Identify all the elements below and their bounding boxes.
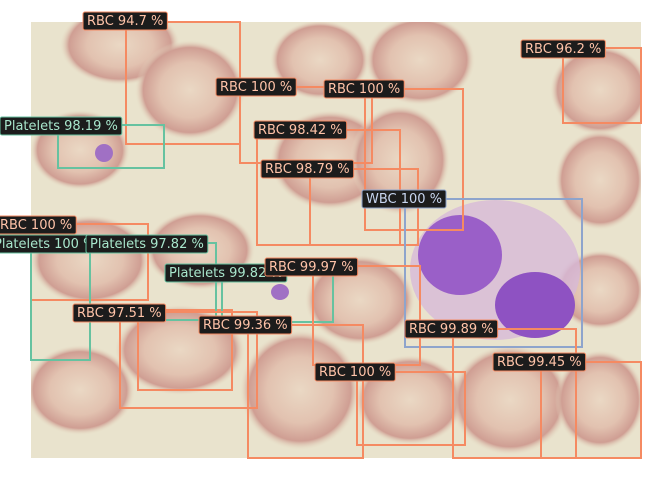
bounding-box xyxy=(452,328,577,459)
label-background xyxy=(72,303,167,323)
detection-label: RBC 96.2 % xyxy=(525,42,601,57)
label-background xyxy=(82,11,168,31)
label-background xyxy=(264,257,359,277)
label-background xyxy=(215,77,297,97)
detection-label: Platelets 97.82 % xyxy=(90,237,204,252)
detection-label: RBC 99.97 % xyxy=(269,260,354,275)
bounding-box xyxy=(247,324,364,459)
detection-label: RBC 94.7 % xyxy=(87,14,163,29)
label-background xyxy=(314,362,396,382)
bounding-box xyxy=(356,371,466,446)
detection-label: RBC 100 % xyxy=(0,218,72,233)
label-background xyxy=(404,319,499,339)
label-background xyxy=(492,352,587,372)
bounding-box xyxy=(540,361,642,459)
detection-label: Platelets 98.19 % xyxy=(4,119,118,134)
detections: RBC 94.7 % RBC 96.2 % RBC 100 % RBC 100 % Pl… xyxy=(0,11,642,459)
label-background xyxy=(323,79,405,99)
label-background xyxy=(253,120,348,140)
label-background xyxy=(0,116,123,136)
bounding-box xyxy=(364,88,464,231)
label-background xyxy=(198,315,293,335)
detection-label: RBC 97.51 % xyxy=(77,306,162,321)
bounding-box xyxy=(119,311,258,409)
detection-label: RBC 100 % xyxy=(319,365,391,380)
label-background xyxy=(361,189,447,209)
detection-label: RBC 100 % xyxy=(220,80,292,95)
micrograph xyxy=(31,22,641,458)
detection-label: RBC 100 % xyxy=(328,82,400,97)
detection-label: WBC 100 % xyxy=(366,192,442,207)
detection-label: RBC 99.89 % xyxy=(409,322,494,337)
label-background xyxy=(0,215,77,235)
bounding-box xyxy=(404,198,583,348)
detection-label: Platelets 100 % xyxy=(0,237,95,252)
detection-label: RBC 99.36 % xyxy=(203,318,288,333)
detection-label: Platelets 99.82 % xyxy=(169,266,283,281)
detection-label: RBC 99.45 % xyxy=(497,355,582,370)
detection-label: RBC 98.42 % xyxy=(258,123,343,138)
label-background xyxy=(85,234,209,254)
detection-label: RBC 98.79 % xyxy=(265,162,350,177)
box xyxy=(137,309,233,391)
label-background xyxy=(260,159,355,179)
label-background xyxy=(520,39,606,59)
